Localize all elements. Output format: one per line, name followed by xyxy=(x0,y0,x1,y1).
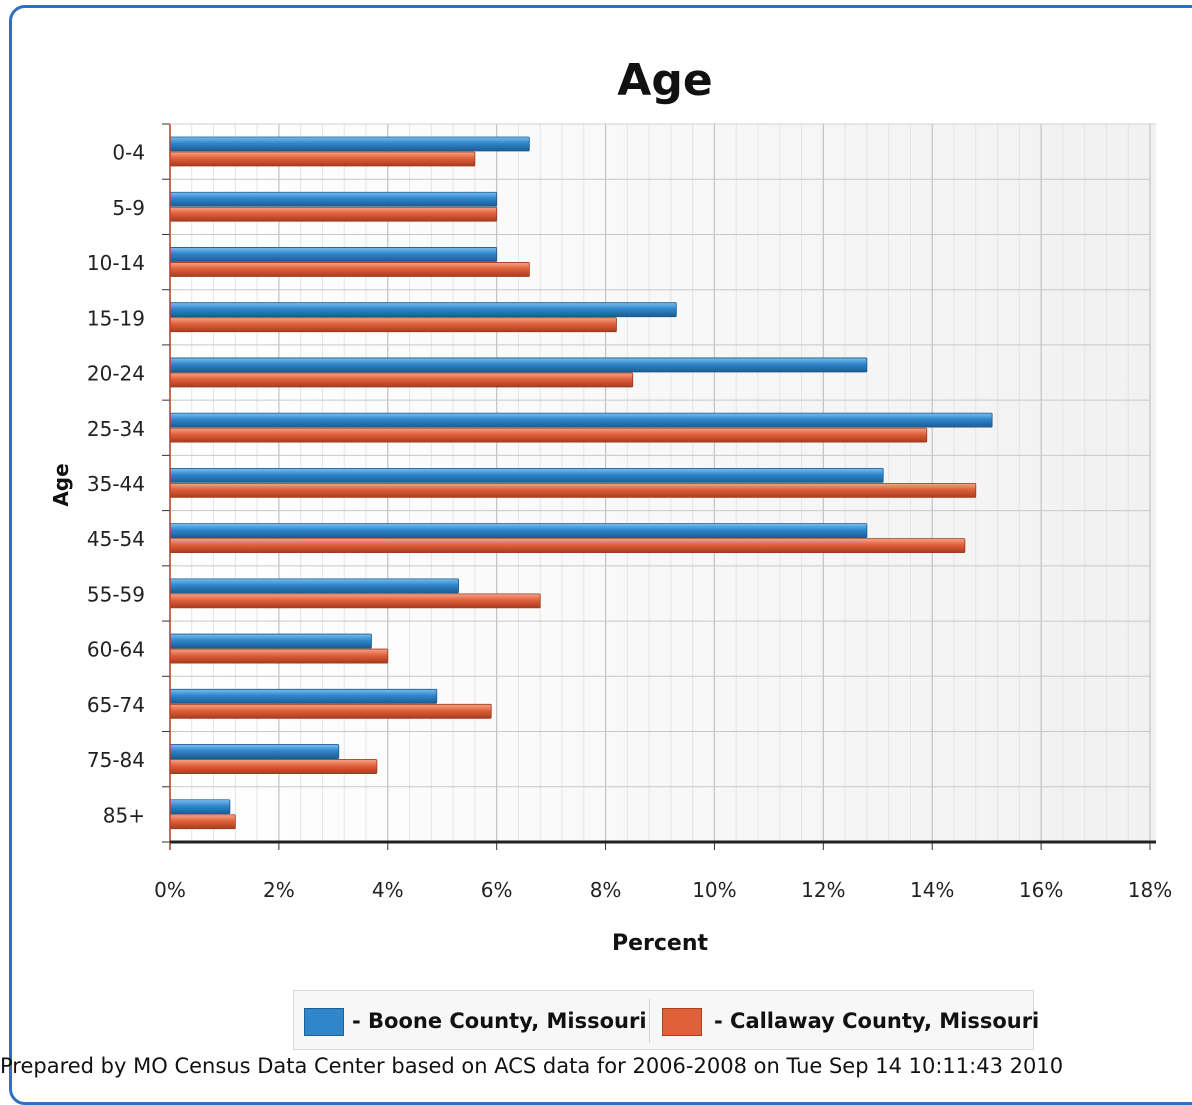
bar-callaway-10-14 xyxy=(169,262,530,277)
y-axis-label: Age xyxy=(49,463,73,506)
y-tick-label: 60-64 xyxy=(87,638,145,662)
x-tick-labels: 0% 2% 4% 6% 8% 10% 12% 14% 16% 18% xyxy=(154,878,1172,902)
legend-swatch-callaway xyxy=(662,1008,702,1036)
y-tick-label: 20-24 xyxy=(87,362,145,386)
bar-boone-75-84 xyxy=(169,744,340,759)
bar-callaway-25-34 xyxy=(169,427,928,443)
bar-callaway-55-59 xyxy=(169,593,541,609)
y-tick-label: 65-74 xyxy=(87,693,145,717)
legend-label-boone: - Boone County, Missouri xyxy=(352,1009,647,1033)
y-tick-label: 5-9 xyxy=(112,196,145,220)
bar-callaway-0-4 xyxy=(169,151,476,167)
bar-boone-20-24 xyxy=(169,357,868,373)
bar-boone-45-54 xyxy=(169,523,868,539)
y-tick-label: 0-4 xyxy=(112,141,145,165)
bar-boone-55-59 xyxy=(169,578,459,594)
y-tick-label: 15-19 xyxy=(87,306,145,330)
bar-callaway-5-9 xyxy=(169,206,498,222)
bar-boone-35-44 xyxy=(169,467,884,483)
bar-boone-15-19 xyxy=(169,302,677,318)
bar-chart: 0-4 5-9 10-14 15-19 20-24 25-34 35-44 45-54 55-5… xyxy=(49,123,1172,956)
y-tick-label: 45-54 xyxy=(87,527,145,551)
y-tick-label: 55-59 xyxy=(87,582,145,606)
bar-boone-25-34 xyxy=(169,412,993,428)
bar-boone-10-14 xyxy=(169,247,498,262)
x-tick-label: 14% xyxy=(910,878,954,902)
x-tick-label: 4% xyxy=(372,878,404,902)
bar-boone-85+ xyxy=(169,799,231,815)
y-tick-label: 85+ xyxy=(103,803,145,827)
legend: - Boone County, Missouri - Callaway Coun… xyxy=(293,990,1039,1050)
bar-callaway-35-44 xyxy=(169,482,977,498)
bar-callaway-85+ xyxy=(169,814,236,830)
x-tick-label: 6% xyxy=(481,878,513,902)
x-tick-label: 10% xyxy=(692,878,736,902)
x-tick-label: 12% xyxy=(801,878,845,902)
bar-callaway-15-19 xyxy=(169,317,617,333)
x-tick-label: 8% xyxy=(590,878,622,902)
y-tick-label: 75-84 xyxy=(87,748,145,772)
x-tick-label: 2% xyxy=(263,878,295,902)
bar-callaway-45-54 xyxy=(169,538,966,554)
y-tick-labels: 0-4 5-9 10-14 15-19 20-24 25-34 35-44 45-54 55-5… xyxy=(87,141,145,828)
bar-callaway-75-84 xyxy=(169,759,378,774)
y-tick-label: 25-34 xyxy=(87,417,145,441)
x-tick-label: 16% xyxy=(1019,878,1063,902)
legend-label-callaway: - Callaway County, Missouri xyxy=(714,1009,1040,1033)
x-tick-label: 0% xyxy=(154,878,186,902)
legend-separator xyxy=(649,999,650,1043)
bar-boone-5-9 xyxy=(169,191,498,207)
bar-callaway-60-64 xyxy=(169,648,389,664)
bar-boone-65-74 xyxy=(169,688,438,704)
chart-title: Age xyxy=(617,55,713,106)
x-axis-label: Percent xyxy=(612,931,709,956)
bar-boone-0-4 xyxy=(169,136,530,152)
bars xyxy=(169,136,993,830)
bar-callaway-65-74 xyxy=(169,703,492,719)
legend-swatch-boone xyxy=(304,1008,344,1036)
bar-boone-60-64 xyxy=(169,633,372,649)
x-tick-label: 18% xyxy=(1128,878,1172,902)
y-tick-label: 35-44 xyxy=(87,472,145,496)
footer-note: Prepared by MO Census Data Center based … xyxy=(0,1054,1064,1078)
axes xyxy=(162,123,1156,850)
y-tick-label: 10-14 xyxy=(87,251,145,275)
bar-callaway-20-24 xyxy=(169,372,634,388)
